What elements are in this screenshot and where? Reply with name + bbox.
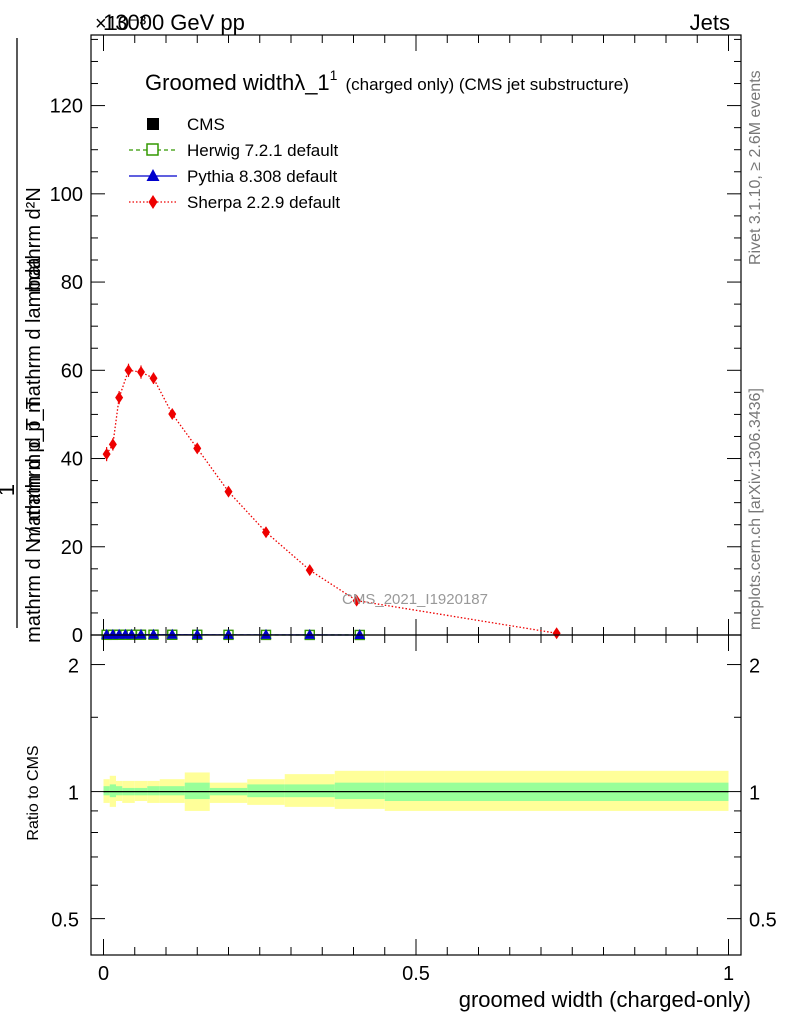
x-axis-title: groomed width (charged-only) [459,987,751,1012]
data-point-sherpa [168,407,177,420]
data-point-pythia [223,628,234,639]
data-point-pythia [166,628,178,639]
main-y-tick-label: 100 [50,184,83,206]
data-point-sherpa [552,627,561,640]
analysis-watermark: CMS_2021_I1920187 [342,591,488,608]
data-point-sherpa [193,442,202,455]
exponent-label: ×10⁻³ [95,13,146,35]
ratio-band-inner [284,784,335,798]
ratio-band-inner [247,784,285,798]
data-point-sherpa [137,366,145,379]
ratio-uncertainty-bands [103,770,729,811]
data-point-sherpa [224,485,233,498]
data-point-sherpa [102,448,111,461]
ratio-y-tick-label: 0.5 [51,910,79,932]
main-series-layer [101,363,561,641]
legend-marker-pythia [146,169,160,181]
main-y-tick-label: 60 [61,360,83,382]
legend-marker-herwig [146,143,159,156]
data-point-pythia [354,628,366,639]
data-point-sherpa [352,594,361,607]
data-point-sherpa [124,364,133,377]
legend: CMS Herwig 7.2.1 default Pythia 8.308 de… [129,115,340,212]
data-point-sherpa [108,438,117,451]
data-point-sherpa [305,564,314,577]
ratio-y-tick-label-right: 1 [749,783,760,805]
data-point-pythia [260,628,272,639]
ylabel-numerator: mathrm d²N [23,187,45,293]
main-y-tick-label: 20 [61,537,83,559]
x-tick-label: 0 [98,963,109,985]
ratio-band-inner [159,786,185,796]
ratio-band-inner [184,782,210,800]
main-plot-panel: 0 20 40 60 80 100 120 Groomed widthλ_11 (charge… [50,34,742,647]
x-tick-label: 1 [723,963,734,985]
ratio-band-inner [116,786,123,796]
ylabel-denominator: mathrm d N / mathrm d p_T [23,397,45,643]
energy-label: 13000 GeV pp [103,10,245,35]
ratio-y-tick-label: 1 [68,783,79,805]
data-point-pythia [304,628,316,639]
ratio-y-tick-label-right: 2 [749,656,760,678]
data-point-sherpa [149,372,158,385]
legend-label-herwig: Herwig 7.2.1 default [187,141,338,160]
legend-marker-cms [147,118,159,130]
rivet-label: Rivet 3.1.10, ≥ 2.6M events [747,70,764,265]
ylabel-numerator2: mathrm d p_T mathrm d lambda [23,256,45,542]
ratio-band-inner [109,784,116,798]
ratio-y-axis-title: Ratio to CMS [25,745,42,840]
ratio-band-inner [147,786,160,796]
ratio-y-ticks: 0.5 0.5 1 1 2 2 [51,656,777,932]
main-x-ticks [103,35,729,635]
ratio-x-ticks: 0 0.5 1 [98,635,734,985]
main-y-tick-label: 80 [61,272,83,294]
main-y-tick-label: 120 [50,96,83,118]
series-line-sherpa [106,369,557,634]
data-point-sherpa [115,391,124,404]
main-y-tick-label: 40 [61,449,83,471]
ratio-band-inner [334,782,385,800]
data-point-pythia [191,628,203,639]
data-point-pythia [148,628,159,639]
ylabel-one: 1 [0,484,19,496]
process-label: Jets [690,10,730,35]
ratio-band-inner [103,786,110,796]
ratio-y-tick-label-right: 0.5 [749,910,777,932]
legend-marker-sherpa [148,195,158,209]
ratio-plot-panel: 0.5 0.51 12 2 0 0.5 1 Ratio to CMS groomed wi… [25,634,777,1012]
legend-label-cms: CMS [187,115,225,134]
mcplots-label: mcplots.cern.ch [arXiv:1306.3436] [747,388,764,630]
ratio-y-tick-label: 2 [68,656,79,678]
data-point-sherpa [262,526,270,539]
legend-label-pythia: Pythia 8.308 default [187,167,338,186]
plot-title: Groomed widthλ_11 (charged only) (CMS jet… [145,67,629,95]
legend-label-sherpa: Sherpa 2.2.9 default [187,193,340,212]
x-tick-label: 0.5 [402,963,430,985]
main-y-axis-title: mathrm d²N mathrm d p_T mathrm d lambda … [0,38,45,643]
main-y-ticks: 0 20 40 60 80 100 120 [50,38,741,647]
main-y-tick-label: 0 [72,625,83,647]
data-point-pythia [135,628,147,639]
